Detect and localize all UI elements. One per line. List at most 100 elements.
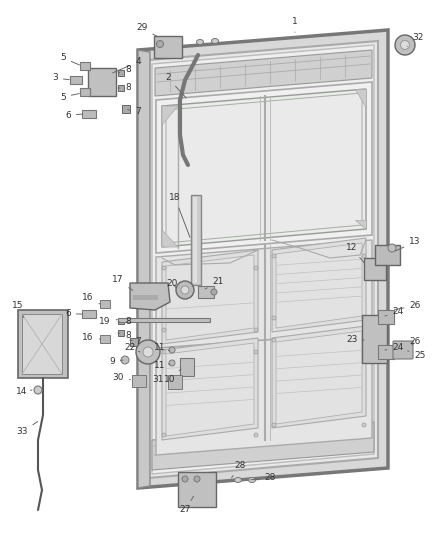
- Text: 2: 2: [165, 74, 186, 98]
- Bar: [80, 88, 90, 96]
- Text: 10: 10: [164, 369, 181, 384]
- Polygon shape: [130, 283, 170, 310]
- Polygon shape: [152, 45, 374, 474]
- Bar: [180, 358, 194, 376]
- Polygon shape: [138, 50, 150, 488]
- Text: 12: 12: [346, 244, 364, 263]
- Ellipse shape: [234, 478, 241, 482]
- Text: 16: 16: [82, 334, 100, 343]
- Polygon shape: [166, 93, 362, 243]
- Polygon shape: [162, 338, 258, 440]
- Bar: [82, 310, 96, 318]
- Text: 8: 8: [118, 330, 131, 340]
- Text: 11: 11: [154, 360, 170, 369]
- Ellipse shape: [254, 266, 258, 270]
- Text: 31: 31: [152, 376, 170, 384]
- Polygon shape: [162, 89, 366, 247]
- Text: 21: 21: [205, 278, 224, 289]
- Text: 13: 13: [396, 238, 421, 251]
- Ellipse shape: [121, 356, 129, 364]
- Bar: [118, 318, 124, 324]
- Bar: [80, 62, 90, 70]
- Text: 28: 28: [251, 473, 276, 482]
- Text: 25: 25: [408, 351, 426, 359]
- Text: 30: 30: [112, 374, 130, 383]
- Ellipse shape: [388, 244, 396, 252]
- Bar: [178, 472, 216, 507]
- Text: 26: 26: [395, 302, 420, 311]
- Ellipse shape: [169, 347, 175, 353]
- Ellipse shape: [211, 289, 217, 295]
- Text: 9: 9: [109, 358, 123, 367]
- Bar: [100, 300, 110, 308]
- Text: 7: 7: [128, 108, 141, 117]
- Polygon shape: [162, 250, 258, 344]
- Bar: [100, 335, 110, 343]
- Ellipse shape: [254, 433, 258, 437]
- Bar: [118, 85, 124, 91]
- Ellipse shape: [182, 476, 188, 482]
- Text: 32: 32: [407, 34, 424, 46]
- Polygon shape: [272, 238, 366, 332]
- Text: 11: 11: [154, 343, 170, 351]
- Bar: [362, 315, 387, 363]
- Text: 5: 5: [60, 93, 79, 101]
- Polygon shape: [166, 255, 254, 340]
- Ellipse shape: [254, 328, 258, 332]
- Text: 14: 14: [16, 387, 32, 397]
- Polygon shape: [138, 30, 388, 488]
- Polygon shape: [162, 230, 178, 247]
- Bar: [118, 70, 124, 76]
- Ellipse shape: [34, 386, 42, 394]
- Ellipse shape: [197, 39, 204, 44]
- Text: 27: 27: [179, 496, 194, 514]
- Ellipse shape: [254, 350, 258, 354]
- Text: 7: 7: [130, 337, 141, 346]
- Text: 22: 22: [124, 343, 140, 352]
- Text: 20: 20: [166, 279, 178, 288]
- Text: 8: 8: [118, 66, 131, 75]
- Ellipse shape: [362, 338, 366, 342]
- Bar: [118, 330, 124, 336]
- Text: 19: 19: [99, 318, 117, 327]
- Ellipse shape: [395, 35, 415, 55]
- FancyBboxPatch shape: [393, 341, 413, 359]
- Bar: [364, 258, 386, 280]
- Bar: [191, 195, 201, 285]
- Polygon shape: [276, 243, 362, 328]
- Polygon shape: [148, 41, 378, 478]
- Bar: [375, 245, 400, 265]
- Ellipse shape: [162, 433, 166, 437]
- Ellipse shape: [272, 338, 276, 342]
- Bar: [22, 314, 62, 374]
- Ellipse shape: [169, 360, 175, 366]
- Bar: [378, 310, 394, 324]
- Ellipse shape: [272, 254, 276, 258]
- Text: 5: 5: [60, 53, 79, 65]
- Bar: [130, 338, 138, 346]
- Polygon shape: [118, 318, 210, 322]
- Text: 15: 15: [12, 302, 24, 318]
- Bar: [198, 286, 214, 298]
- Ellipse shape: [176, 281, 194, 299]
- Polygon shape: [355, 89, 366, 108]
- Ellipse shape: [181, 286, 189, 294]
- Text: 17: 17: [112, 276, 133, 290]
- Bar: [70, 76, 82, 84]
- Text: 8: 8: [118, 318, 131, 327]
- Ellipse shape: [162, 328, 166, 332]
- Text: 6: 6: [65, 110, 82, 119]
- Ellipse shape: [194, 476, 200, 482]
- Polygon shape: [272, 326, 366, 428]
- Text: 4: 4: [113, 58, 141, 73]
- Text: 33: 33: [16, 422, 38, 437]
- Ellipse shape: [362, 254, 366, 258]
- Ellipse shape: [162, 266, 166, 270]
- Bar: [193, 197, 197, 283]
- Polygon shape: [166, 343, 254, 436]
- Ellipse shape: [272, 423, 276, 427]
- Ellipse shape: [362, 316, 366, 320]
- Text: 24: 24: [385, 343, 404, 352]
- Text: 26: 26: [410, 337, 420, 346]
- Ellipse shape: [136, 340, 160, 364]
